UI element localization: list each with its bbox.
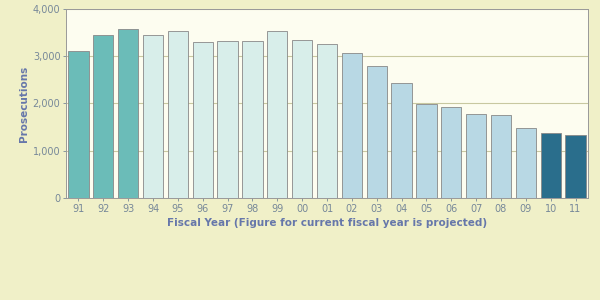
Y-axis label: Prosecutions: Prosecutions [19, 65, 29, 142]
Bar [93, 34, 113, 198]
Bar [292, 40, 313, 198]
Bar [565, 135, 586, 198]
Bar [416, 104, 437, 198]
Bar [267, 31, 287, 198]
Bar [466, 114, 487, 198]
Bar [242, 41, 263, 198]
Bar [491, 115, 511, 198]
Bar [118, 29, 139, 198]
Bar [167, 31, 188, 198]
X-axis label: Fiscal Year (Figure for current fiscal year is projected): Fiscal Year (Figure for current fiscal y… [167, 218, 487, 228]
Bar [317, 44, 337, 198]
Bar [367, 66, 387, 198]
Bar [391, 83, 412, 198]
Bar [193, 42, 213, 198]
Bar [68, 51, 89, 198]
Bar [143, 35, 163, 198]
Bar [217, 41, 238, 198]
Bar [515, 128, 536, 198]
Bar [441, 107, 461, 198]
Bar [341, 53, 362, 198]
Bar [541, 133, 561, 198]
